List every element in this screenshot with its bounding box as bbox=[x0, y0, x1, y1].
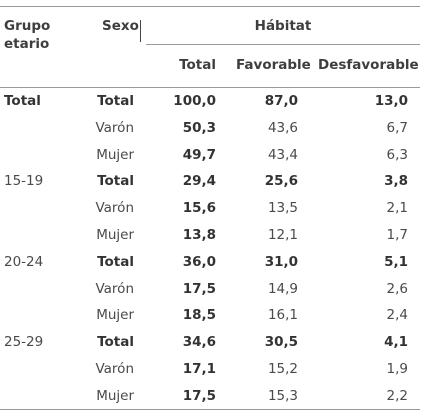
cell-favorable: 15,3 bbox=[267, 388, 298, 404]
bottom-rule bbox=[0, 409, 420, 410]
cell-favorable: 16,1 bbox=[267, 307, 298, 323]
cell-desfavorable: 3,8 bbox=[384, 173, 408, 189]
cell-favorable: 87,0 bbox=[264, 93, 298, 109]
header-grupo-line2: etario bbox=[4, 36, 50, 52]
cell-total: 18,5 bbox=[182, 307, 216, 323]
cell-desfavorable: 6,7 bbox=[386, 120, 408, 136]
row-sex-label: Varón bbox=[95, 120, 134, 136]
header-favorable: Favorable bbox=[236, 57, 311, 73]
cell-desfavorable: 2,2 bbox=[386, 388, 408, 404]
cell-favorable: 31,0 bbox=[264, 254, 298, 270]
cell-total: 50,3 bbox=[182, 120, 216, 136]
header-bottom-rule bbox=[0, 87, 420, 88]
cell-favorable: 43,6 bbox=[267, 120, 298, 136]
cell-desfavorable: 1,9 bbox=[386, 361, 408, 377]
cell-favorable: 14,9 bbox=[267, 281, 298, 297]
row-sex-label: Total bbox=[97, 334, 134, 350]
cell-desfavorable: 5,1 bbox=[384, 254, 408, 270]
cell-total: 100,0 bbox=[173, 93, 216, 109]
cell-desfavorable: 6,3 bbox=[386, 147, 408, 163]
row-group-label: 25-29 bbox=[4, 334, 44, 350]
cell-desfavorable: 1,7 bbox=[386, 227, 408, 243]
row-sex-label: Total bbox=[97, 254, 134, 270]
cell-favorable: 43,4 bbox=[267, 147, 298, 163]
row-group-label: 20-24 bbox=[4, 254, 44, 270]
header-separator bbox=[140, 20, 141, 42]
row-sex-label: Mujer bbox=[96, 307, 134, 323]
row-sex-label: Mujer bbox=[96, 227, 134, 243]
cell-total: 17,5 bbox=[182, 388, 216, 404]
row-sex-label: Varón bbox=[95, 361, 134, 377]
row-sex-label: Total bbox=[97, 93, 134, 109]
cell-total: 15,6 bbox=[182, 200, 216, 216]
cell-total: 36,0 bbox=[182, 254, 216, 270]
cell-total: 17,5 bbox=[182, 281, 216, 297]
cell-total: 49,7 bbox=[182, 147, 216, 163]
cell-favorable: 13,5 bbox=[267, 200, 298, 216]
cell-total: 13,8 bbox=[182, 227, 216, 243]
cell-favorable: 25,6 bbox=[264, 173, 298, 189]
row-sex-label: Varón bbox=[95, 281, 134, 297]
cell-favorable: 12,1 bbox=[267, 227, 298, 243]
cell-total: 34,6 bbox=[182, 334, 216, 350]
cell-desfavorable: 13,0 bbox=[374, 93, 408, 109]
header-habitat: Hábitat bbox=[254, 18, 312, 34]
top-rule bbox=[0, 6, 420, 7]
cell-total: 29,4 bbox=[182, 173, 216, 189]
cell-desfavorable: 2,6 bbox=[386, 281, 408, 297]
header-desfavorable: Desfavorable bbox=[318, 57, 419, 73]
row-sex-label: Mujer bbox=[96, 147, 134, 163]
row-group-label: Total bbox=[4, 93, 41, 109]
row-sex-label: Total bbox=[97, 173, 134, 189]
habitat-underline bbox=[146, 44, 420, 45]
cell-desfavorable: 2,1 bbox=[386, 200, 408, 216]
row-sex-label: Varón bbox=[95, 200, 134, 216]
row-sex-label: Mujer bbox=[96, 388, 134, 404]
cell-favorable: 15,2 bbox=[267, 361, 298, 377]
header-total: Total bbox=[179, 57, 216, 73]
cell-desfavorable: 2,4 bbox=[386, 307, 408, 323]
cell-desfavorable: 4,1 bbox=[384, 334, 408, 350]
cell-total: 17,1 bbox=[182, 361, 216, 377]
row-group-label: 15-19 bbox=[4, 173, 44, 189]
cell-favorable: 30,5 bbox=[264, 334, 298, 350]
header-sexo: Sexo bbox=[102, 18, 139, 34]
header-grupo-line1: Grupo bbox=[4, 18, 51, 34]
